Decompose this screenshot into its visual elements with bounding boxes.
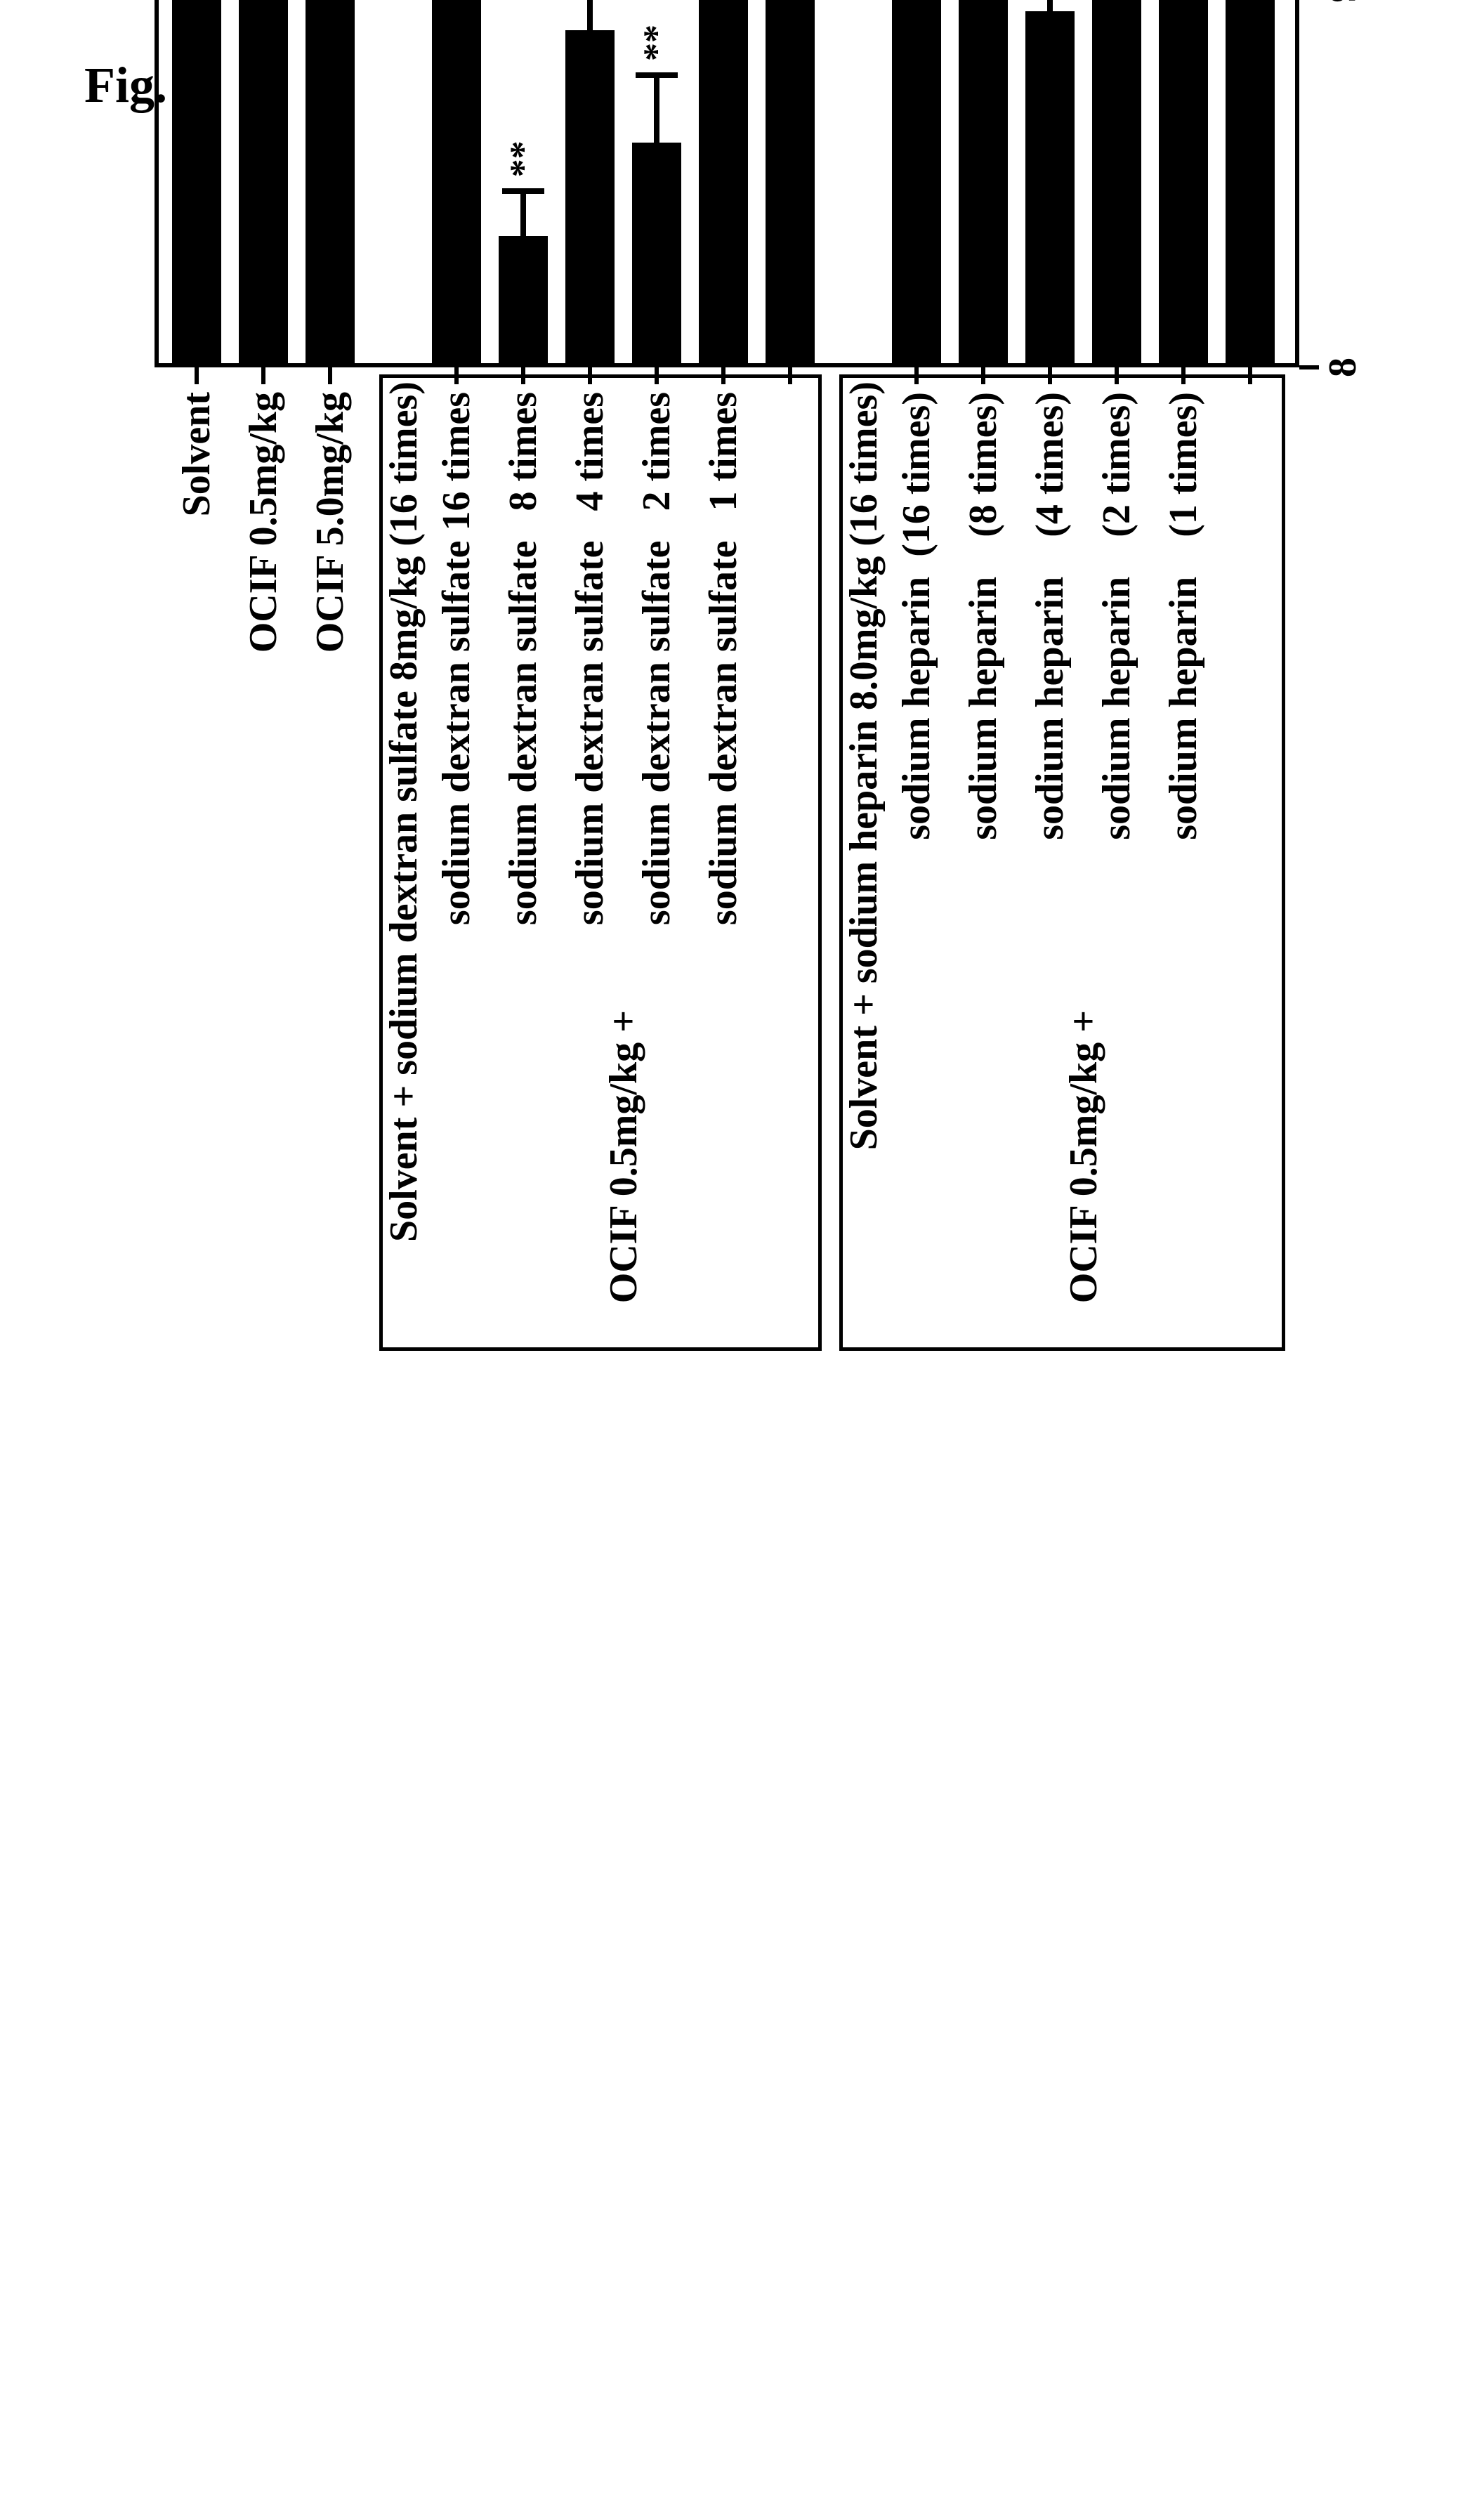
category-label: sodium heparin (16 times): [894, 392, 939, 1340]
category-label: sodium dextran sulfate 16 times: [434, 392, 479, 1340]
x-tick-label: 9: [1320, 0, 1365, 3]
category-tick: [788, 367, 792, 384]
bar: [565, 30, 615, 367]
group-header: Solvent + sodium heparin 8.0mg/kg (16 ti…: [841, 381, 886, 1340]
category-label: sodium dextran sulfate 8 times: [501, 392, 546, 1340]
bar: [1159, 0, 1208, 367]
bar: [1025, 11, 1075, 367]
category-label: sodium heparin (8 times): [961, 392, 1006, 1340]
bar: [172, 0, 221, 367]
row-prefix-label: OCIF 0.5mg/kg +: [1061, 1010, 1106, 1340]
bar: [432, 0, 481, 367]
group-header: Solvent + sodium dextran sulfate 8mg/kg …: [381, 381, 426, 1340]
category-label: Solvent: [174, 392, 219, 1340]
category-tick: [1115, 367, 1119, 384]
category-tick: [1181, 367, 1186, 384]
category-tick: [521, 367, 525, 384]
bar: [306, 0, 355, 367]
significance-marker: **: [636, 25, 678, 61]
category-label: sodium dextran sulfate 1 times: [701, 392, 746, 1340]
bar: [632, 143, 681, 367]
error-bar: [587, 0, 593, 30]
category-tick: [195, 367, 199, 384]
bar: [499, 236, 548, 367]
error-bar: [654, 75, 659, 143]
error-bar: [1047, 0, 1053, 11]
category-tick: [588, 367, 592, 384]
category-tick: [1248, 367, 1252, 384]
bar: [1226, 0, 1275, 367]
category-tick: [721, 367, 725, 384]
category-tick: [261, 367, 265, 384]
error-bar: [520, 191, 526, 236]
category-tick: [1048, 367, 1052, 384]
category-tick: [328, 367, 332, 384]
error-cap: [502, 188, 544, 194]
category-label: OCIF 5.0mg/kg: [308, 392, 353, 1340]
category-label: OCIF 0.5mg/kg: [241, 392, 286, 1340]
category-tick: [655, 367, 659, 384]
error-cap: [636, 72, 678, 78]
category-tick: [454, 367, 459, 384]
x-tick-label: 8: [1320, 358, 1365, 377]
category-tick: [914, 367, 919, 384]
bar: [892, 0, 941, 367]
bar: [699, 0, 748, 367]
x-tick: [1299, 365, 1319, 369]
bar: [766, 0, 815, 367]
category-label: sodium heparin (1 times): [1161, 392, 1206, 1340]
row-prefix-label: OCIF 0.5mg/kg +: [601, 1010, 646, 1340]
bar: [239, 0, 288, 367]
chart: 891011(mg/dl)Solvent + sodium dextran su…: [155, 0, 1348, 1351]
bar: [959, 0, 1008, 367]
category-tick: [981, 367, 985, 384]
bar: [1092, 0, 1141, 367]
significance-marker: **: [503, 140, 544, 177]
